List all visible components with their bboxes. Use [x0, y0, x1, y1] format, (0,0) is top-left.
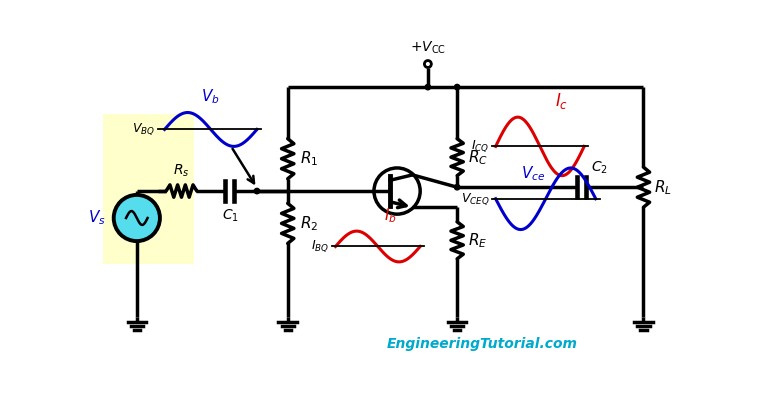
Text: $V_{ce}$: $V_{ce}$: [521, 165, 546, 183]
Text: $R_L$: $R_L$: [654, 178, 672, 196]
Text: $C_1$: $C_1$: [222, 208, 238, 224]
Text: $R_s$: $R_s$: [173, 162, 190, 179]
Circle shape: [254, 188, 260, 194]
Text: $R_C$: $R_C$: [468, 148, 488, 166]
Text: EngineeringTutorial.com: EngineeringTutorial.com: [386, 337, 578, 351]
Text: $I_{BQ}$: $I_{BQ}$: [311, 239, 329, 254]
Text: $C_2$: $C_2$: [591, 160, 608, 177]
Text: $I_b$: $I_b$: [384, 206, 397, 225]
Text: $R_1$: $R_1$: [300, 149, 318, 168]
Text: $I_c$: $I_c$: [556, 91, 568, 111]
Text: $R_2$: $R_2$: [300, 214, 318, 233]
Text: $V_s$: $V_s$: [88, 209, 106, 227]
Circle shape: [455, 185, 460, 190]
Circle shape: [374, 168, 420, 214]
Text: $V_{CEQ}$: $V_{CEQ}$: [461, 191, 490, 207]
Text: $+V_{\mathrm{CC}}$: $+V_{\mathrm{CC}}$: [410, 40, 446, 56]
Text: $I_{CQ}$: $I_{CQ}$: [471, 139, 490, 154]
Circle shape: [425, 84, 430, 90]
FancyBboxPatch shape: [103, 114, 194, 264]
Text: $V_b$: $V_b$: [201, 87, 220, 106]
Text: $V_{BQ}$: $V_{BQ}$: [132, 122, 156, 137]
Circle shape: [114, 195, 160, 241]
Text: $R_E$: $R_E$: [468, 231, 487, 249]
Circle shape: [455, 84, 460, 90]
